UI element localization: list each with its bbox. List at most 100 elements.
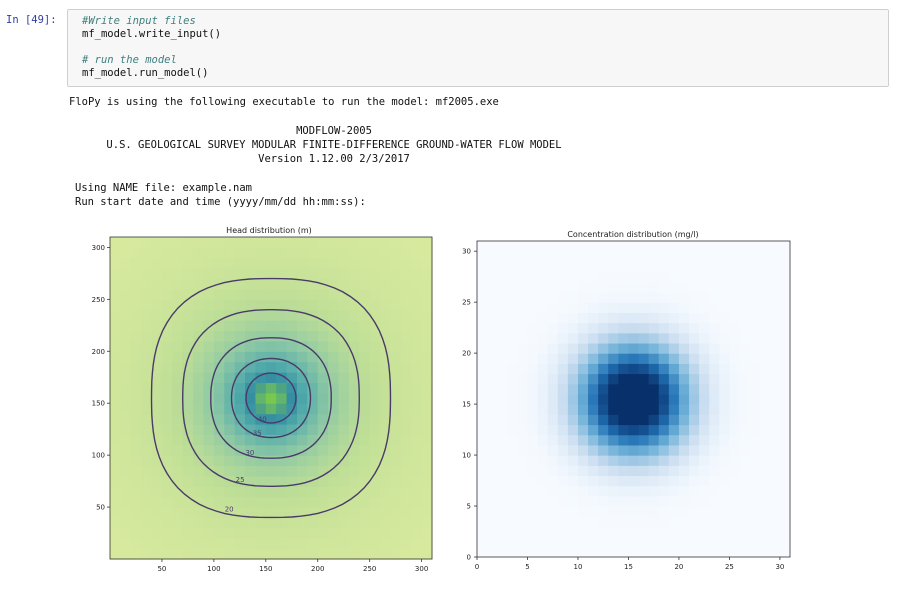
head-cell xyxy=(328,268,340,280)
head-cell xyxy=(276,507,288,519)
conc-cell xyxy=(699,546,710,558)
conc-cell xyxy=(537,424,549,436)
head-cell xyxy=(380,382,392,394)
conc-cell xyxy=(477,465,488,477)
head-cell xyxy=(317,455,329,467)
conc-cell xyxy=(719,241,731,252)
conc-cell xyxy=(628,373,640,385)
head-cell xyxy=(338,486,350,498)
conc-cell xyxy=(477,363,488,375)
conc-cell xyxy=(487,526,498,538)
head-cell xyxy=(328,340,340,352)
conc-cell xyxy=(648,506,660,517)
conc-cell xyxy=(517,312,529,324)
head-cell xyxy=(411,465,423,477)
conc-cell xyxy=(699,393,710,405)
head-cell xyxy=(151,237,163,248)
conc-cell xyxy=(588,516,599,528)
conc-cell xyxy=(699,332,710,344)
conc-cell xyxy=(608,332,619,344)
head-cell xyxy=(193,538,205,550)
head-cell xyxy=(193,392,205,404)
head-cell xyxy=(369,382,381,394)
head-cell xyxy=(317,237,329,248)
conc-cell xyxy=(598,302,609,313)
head-cell xyxy=(130,434,142,446)
head-cell xyxy=(234,330,246,342)
conc-cell xyxy=(749,506,761,517)
conc-cell xyxy=(689,393,700,405)
conc-cell xyxy=(588,444,599,456)
conc-cell xyxy=(567,414,579,426)
head-cell xyxy=(421,475,433,487)
head-cell xyxy=(110,455,121,467)
conc-cell xyxy=(477,404,488,415)
conc-cell xyxy=(729,516,741,528)
head-cell xyxy=(172,496,184,508)
conc-cell xyxy=(527,332,539,344)
conc-cell xyxy=(769,485,781,497)
head-cell xyxy=(161,527,173,539)
head-cell xyxy=(203,288,215,300)
conc-cell xyxy=(588,526,599,538)
head-cell xyxy=(369,455,381,467)
conc-cell xyxy=(577,271,589,283)
conc-cell xyxy=(517,342,529,354)
conc-cell xyxy=(507,383,518,395)
head-cell xyxy=(245,351,257,363)
head-cell xyxy=(193,413,205,425)
head-cell xyxy=(265,423,277,435)
head-cell xyxy=(182,288,194,300)
head-cell xyxy=(110,517,121,529)
head-cell xyxy=(245,413,257,425)
conc-cell xyxy=(729,312,741,324)
conc-cell xyxy=(517,536,529,548)
conc-cell xyxy=(507,485,518,497)
conc-cell xyxy=(779,516,791,528)
code-input-area[interactable] xyxy=(67,9,889,87)
head-contour-label: 35 xyxy=(253,429,262,437)
head-cell xyxy=(245,548,257,560)
conc-cell xyxy=(719,506,731,517)
head-cell xyxy=(286,351,298,363)
head-cell xyxy=(317,288,329,300)
head-cell xyxy=(276,475,288,487)
conc-cell xyxy=(749,322,761,334)
conc-cell xyxy=(759,526,771,538)
head-cell xyxy=(141,392,153,404)
head-contour-line xyxy=(245,372,297,424)
conc-cell xyxy=(729,475,741,487)
conc-cell xyxy=(638,241,650,252)
head-cell xyxy=(380,403,392,415)
conc-cell xyxy=(567,342,579,354)
conc-cell xyxy=(729,393,741,405)
conc-cell xyxy=(709,332,720,344)
head-cell xyxy=(400,527,412,539)
head-cell xyxy=(276,392,288,404)
conc-cell xyxy=(507,536,518,548)
conc-cell xyxy=(517,271,529,283)
head-cell xyxy=(390,392,402,404)
conc-cell xyxy=(699,455,710,466)
head-cell xyxy=(390,257,402,269)
conc-cell xyxy=(487,404,498,415)
conc-cell xyxy=(749,434,761,446)
head-cell xyxy=(255,351,267,363)
head-cell xyxy=(369,372,381,384)
conc-cell xyxy=(588,281,599,293)
head-cell xyxy=(203,257,215,269)
head-cell xyxy=(328,403,340,415)
head-cell xyxy=(317,507,329,519)
head-cell xyxy=(224,372,236,384)
head-cell xyxy=(286,403,298,415)
head-cell xyxy=(265,309,277,321)
head-cell xyxy=(224,496,236,508)
conc-cell xyxy=(537,546,549,558)
conc-cell xyxy=(769,444,781,456)
conc-cell xyxy=(689,495,700,507)
head-cell xyxy=(182,548,194,560)
conc-cell xyxy=(567,434,579,446)
head-cell xyxy=(172,247,184,259)
head-cell xyxy=(130,247,142,259)
